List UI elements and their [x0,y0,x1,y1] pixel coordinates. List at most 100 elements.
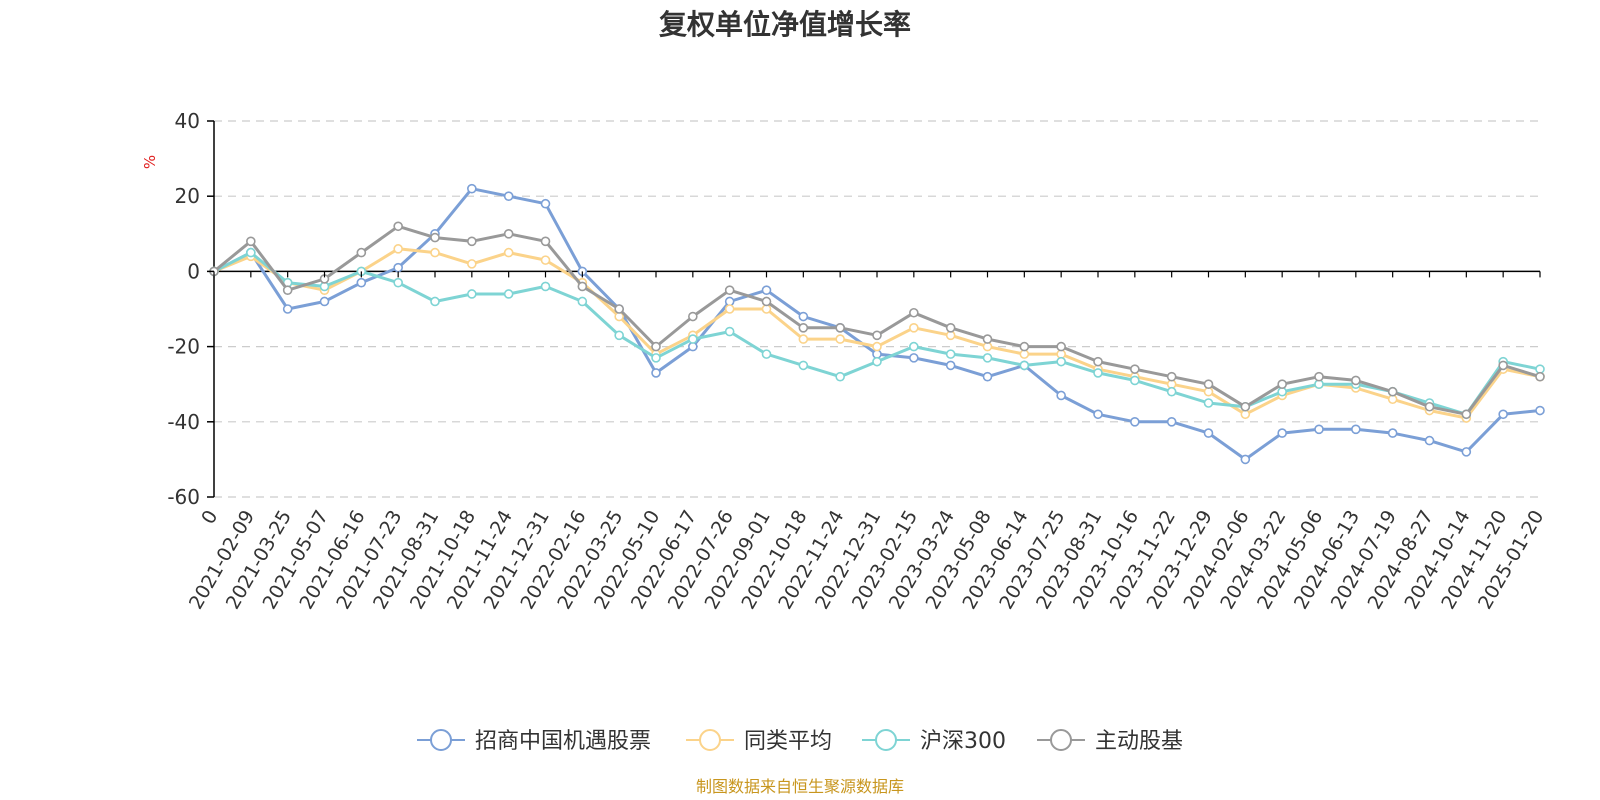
data-point [319,296,330,307]
data-point [872,341,882,352]
legend-label: 沪深300 [920,729,1006,754]
data-point [1093,368,1103,378]
data-point [1093,356,1103,367]
data-point [1056,390,1066,401]
data-point [909,307,919,318]
data-point [1424,401,1435,412]
legend-circle-icon [430,729,452,751]
data-point [467,259,477,269]
legend-item[interactable]: 主动股基 [1037,729,1183,754]
legend-circle-icon [875,729,897,751]
grid-layer [214,120,1540,498]
data-point [909,322,919,333]
data-point [1277,428,1287,438]
data-point [1166,416,1177,427]
data-point [1387,386,1398,397]
data-point [651,341,661,352]
legend-item[interactable]: 同类平均 [686,729,832,754]
data-point [724,285,735,296]
data-point [1351,424,1361,435]
data-point [872,330,882,341]
data-point [430,247,440,258]
data-point [982,371,993,382]
data-point [1093,409,1103,420]
data-point [246,247,256,258]
data-point [614,330,624,341]
data-point [1166,371,1177,382]
data-point [798,360,809,371]
series-layer [209,183,1545,465]
data-point [577,296,588,307]
data-point [798,311,809,322]
series-3 [209,247,1545,420]
data-point [1240,454,1251,465]
data-point [1056,341,1066,352]
data-point [835,322,845,333]
data-point [1535,405,1545,416]
data-point [651,353,661,363]
data-point [909,341,919,352]
data-point [1203,398,1214,408]
data-point [1130,375,1140,386]
data-point [1535,371,1545,382]
data-point [724,304,735,314]
data-point [1498,409,1508,420]
data-point [430,296,440,307]
data-point [835,334,845,344]
data-point [1314,424,1324,435]
data-point [761,285,772,296]
x-axis-ticks: 02021-02-092021-03-252021-05-072021-06-1… [185,271,1548,613]
data-point [540,198,551,209]
data-point [1130,416,1140,427]
data-point [982,334,993,344]
data-point [503,229,514,239]
y-axis-ticks: 40 20 0 -20 -40 -60 [167,109,214,509]
data-point [1203,379,1214,390]
y-tick-label: 40 [175,109,200,133]
source-note: 制图数据来自恒生聚源数据库 [696,777,904,796]
data-point [945,322,956,333]
data-point [798,322,809,333]
data-point [246,236,256,247]
y-tick-label: 0 [187,259,200,283]
data-point [1314,371,1324,382]
data-point [1019,341,1030,352]
data-point [282,285,293,296]
data-point [724,326,735,337]
data-point [1387,428,1398,438]
data-point [1461,447,1472,457]
data-point [614,304,624,314]
data-point [835,371,845,382]
data-point [503,289,514,299]
data-point [1424,435,1435,446]
legend-item[interactable]: 沪深300 [862,729,1006,754]
data-point [1056,356,1066,367]
legend: 招商中国机遇股票 同类平均 沪深300 主动股基 [417,729,1183,754]
data-point [356,277,367,288]
axis-layer [213,121,1540,497]
data-point [872,356,882,367]
data-point [467,289,477,299]
data-point [540,255,551,265]
data-point [282,304,293,314]
data-point [1240,401,1251,412]
series-4 [209,221,1545,420]
data-point [356,247,367,258]
data-point [1351,375,1361,386]
data-point [1498,360,1508,371]
data-point [909,353,919,363]
data-point [798,334,809,344]
data-point [761,296,772,307]
data-point [393,244,403,254]
legend-item[interactable]: 招商中国机遇股票 [417,729,651,754]
legend-label: 主动股基 [1095,729,1183,754]
y-tick-label: 20 [175,184,200,208]
chart-title: 复权单位净值增长率 [659,8,911,41]
data-point [430,232,440,243]
y-axis-unit-label: % [141,155,159,169]
data-point [761,349,772,359]
y-tick-label: -40 [167,410,200,434]
data-point [393,221,403,232]
data-point [467,183,477,194]
